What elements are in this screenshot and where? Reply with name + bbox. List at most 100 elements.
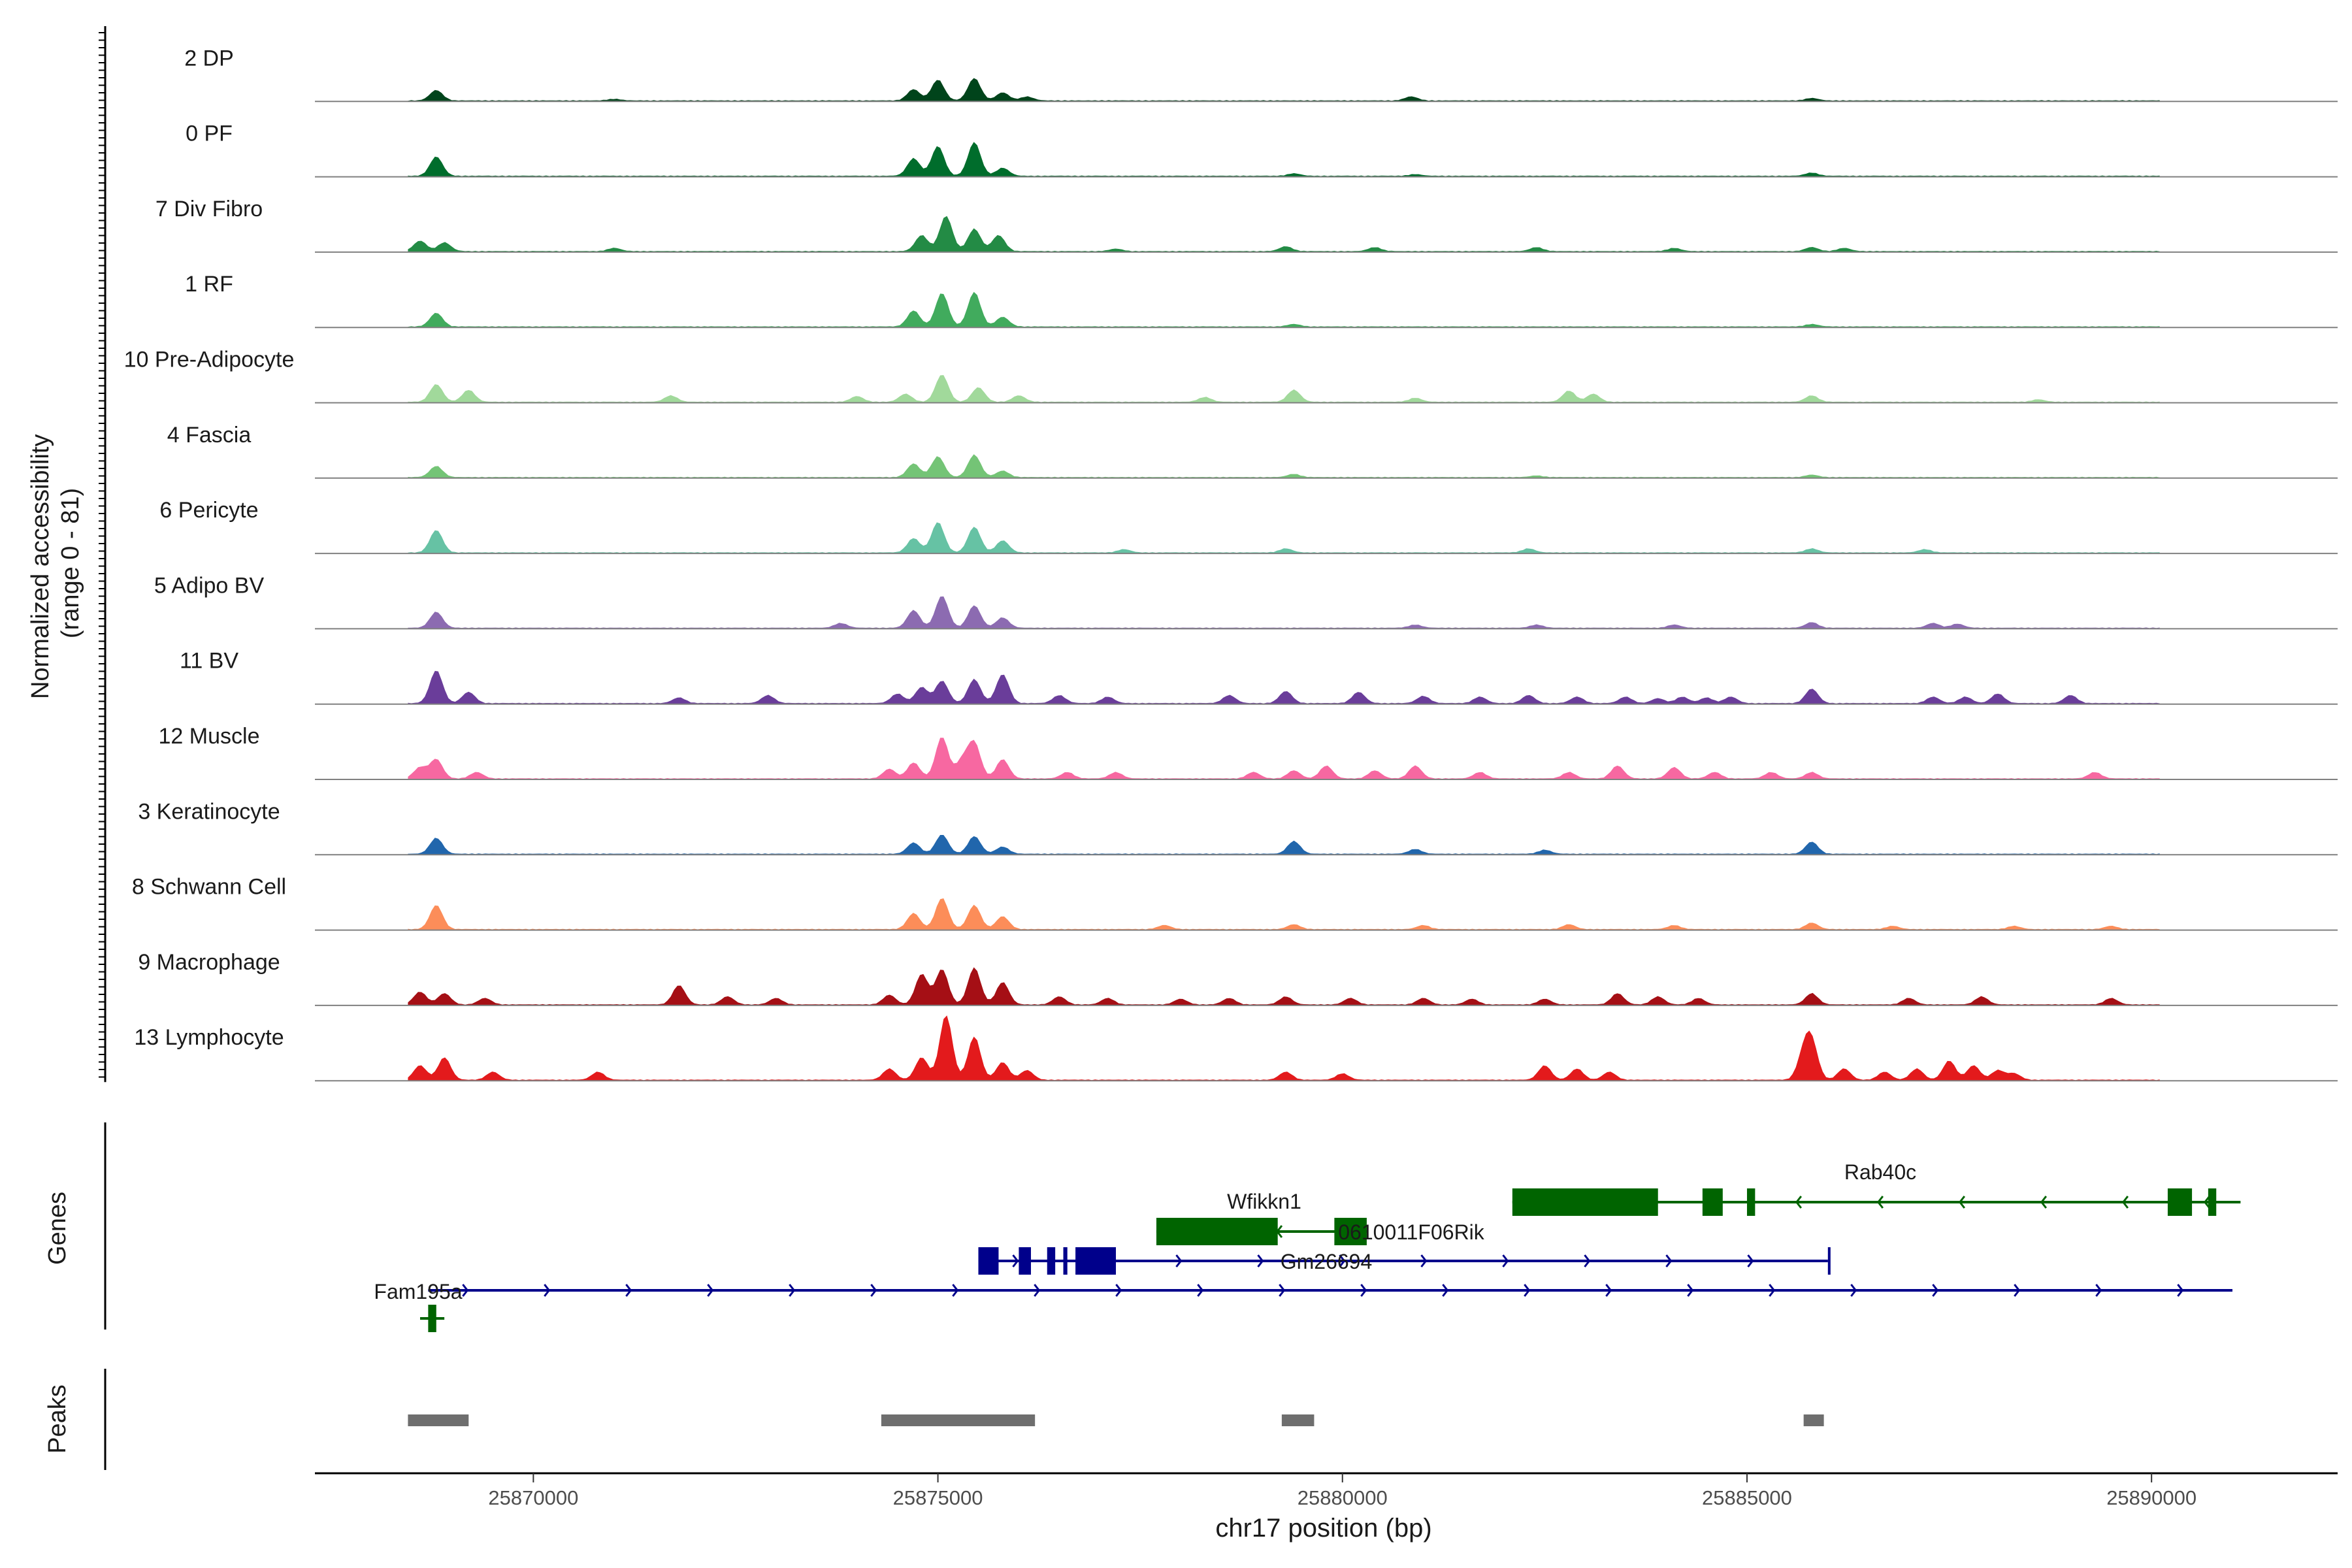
- track-label: 3 Keratinocyte: [138, 799, 280, 824]
- track-label: 11 BV: [180, 649, 238, 674]
- gene-name: Fam195a: [374, 1280, 462, 1303]
- coverage-track: 5 Adipo BV: [154, 573, 2338, 630]
- coverage-area: [408, 78, 2160, 102]
- gene-model: [1512, 1188, 2241, 1216]
- coverage-track: 0 PF: [186, 122, 2338, 178]
- strand-arrow: [1279, 1284, 1286, 1297]
- coverage-track: 8 Schwann Cell: [132, 875, 2338, 931]
- coverage-area: [408, 738, 2160, 779]
- strand-arrow: [1197, 1284, 1204, 1297]
- strand-arrow: [1115, 1284, 1122, 1297]
- coverage-area: [408, 216, 2160, 252]
- track-label: 12 Muscle: [159, 724, 260, 749]
- strand-arrow: [1502, 1254, 1509, 1267]
- gene-name: Wfikkn1: [1227, 1190, 1301, 1213]
- strand-arrow: [870, 1284, 877, 1297]
- strand-arrow: [1524, 1284, 1531, 1297]
- strand-arrow: [2014, 1284, 2021, 1297]
- peak-region: [1803, 1414, 1824, 1426]
- coverage-track: 12 Muscle: [159, 724, 2338, 780]
- peaks-track: Peaks: [44, 1369, 1824, 1470]
- strand-arrow: [2121, 1196, 2129, 1209]
- strand-arrow: [2040, 1196, 2048, 1209]
- gene-model: [428, 1284, 2233, 1297]
- coverage-area: [408, 670, 2160, 704]
- gene-model: [1156, 1218, 1367, 1245]
- coverage-area: [408, 967, 2160, 1005]
- x-tick-label: 25885000: [1702, 1486, 1792, 1509]
- coverage-track: 3 Keratinocyte: [138, 799, 2338, 856]
- coverage-track: 6 Pericyte: [159, 498, 2338, 555]
- strand-arrow: [1687, 1284, 1694, 1297]
- track-label: 9 Macrophage: [138, 950, 280, 975]
- coverage-track: 11 BV: [180, 649, 2338, 705]
- exon: [428, 1305, 436, 1332]
- track-label: 1 RF: [185, 272, 233, 297]
- strand-arrow: [1360, 1284, 1367, 1297]
- coverage-area: [408, 375, 2160, 403]
- coverage-area: [408, 898, 2160, 930]
- strand-arrow: [1795, 1196, 1803, 1209]
- strand-arrow: [952, 1284, 959, 1297]
- peak-region: [881, 1414, 1036, 1426]
- x-axis: 25870000 25875000 25880000 25885000 25890000: [315, 1472, 2338, 1509]
- strand-arrow: [2203, 1196, 2211, 1209]
- coverage-area: [408, 291, 2160, 328]
- gene-name: Gm26694: [1281, 1250, 1373, 1273]
- strand-arrow: [1012, 1254, 1019, 1267]
- strand-arrow: [625, 1284, 632, 1297]
- track-label: 13 Lymphocyte: [134, 1025, 284, 1050]
- strand-arrow: [2095, 1284, 2102, 1297]
- strand-arrow: [544, 1284, 551, 1297]
- x-tick-label: 25870000: [488, 1486, 578, 1509]
- exon: [2167, 1188, 2193, 1216]
- track-label: 4 Fascia: [167, 423, 252, 448]
- coverage-area: [408, 835, 2160, 855]
- track-label: 10 Pre-Adipocyte: [124, 348, 295, 372]
- track-label: 0 PF: [186, 122, 233, 146]
- x-tick-label: 25880000: [1298, 1486, 1388, 1509]
- genes-track: Genes Rab40c Wfikkn1 0610011F06Rik Gm26694 Fa…: [44, 1122, 2241, 1332]
- track-label: 7 Div Fibro: [155, 197, 263, 221]
- strand-arrow: [1034, 1284, 1041, 1297]
- coverage-area: [408, 142, 2160, 177]
- coverage-track: 13 Lymphocyte: [134, 1015, 2338, 1082]
- coverage-track: 4 Fascia: [167, 423, 2338, 479]
- exon: [1334, 1218, 1367, 1245]
- strand-arrow: [707, 1284, 714, 1297]
- exon: [1746, 1188, 1756, 1216]
- strand-arrow: [1747, 1254, 1754, 1267]
- peak-region: [408, 1414, 469, 1426]
- coverage-area: [408, 454, 2160, 478]
- genes-track-label: Genes: [44, 1192, 71, 1265]
- exon: [1019, 1247, 1031, 1275]
- exon: [1512, 1188, 1658, 1216]
- track-label: 5 Adipo BV: [154, 573, 265, 598]
- exon: [1063, 1247, 1068, 1275]
- exon: [1075, 1247, 1117, 1275]
- strand-arrow: [1339, 1254, 1346, 1267]
- exon: [2208, 1188, 2217, 1216]
- strand-arrow: [1442, 1284, 1449, 1297]
- strand-arrow: [1420, 1254, 1428, 1267]
- track-label: 2 DP: [184, 46, 234, 71]
- coverage-tracks: 2 DP 0 PF 7 Div Fibro 1 RF 10 Pre-Adipocyte 4…: [99, 26, 2338, 1083]
- gene-model: [978, 1247, 1831, 1275]
- strand-arrow: [1850, 1284, 1857, 1297]
- peak-region: [1281, 1414, 1315, 1426]
- coverage-area: [408, 1015, 2160, 1081]
- coverage-track: 2 DP: [184, 46, 2338, 103]
- strand-arrow: [1605, 1284, 1612, 1297]
- coverage-track: 7 Div Fibro: [155, 197, 2338, 253]
- x-axis-title: chr17 position (bp): [1215, 1514, 1431, 1543]
- strand-arrow: [2177, 1284, 2184, 1297]
- strand-arrow: [789, 1284, 796, 1297]
- exon: [1702, 1188, 1723, 1216]
- strand-arrow: [1584, 1254, 1591, 1267]
- exon: [1827, 1247, 1831, 1275]
- y-axis-title: Normalized accessibility (range 0 - 81): [27, 427, 84, 699]
- strand-arrow: [1958, 1196, 1966, 1209]
- exon: [1047, 1247, 1056, 1275]
- strand-arrow: [1665, 1254, 1673, 1267]
